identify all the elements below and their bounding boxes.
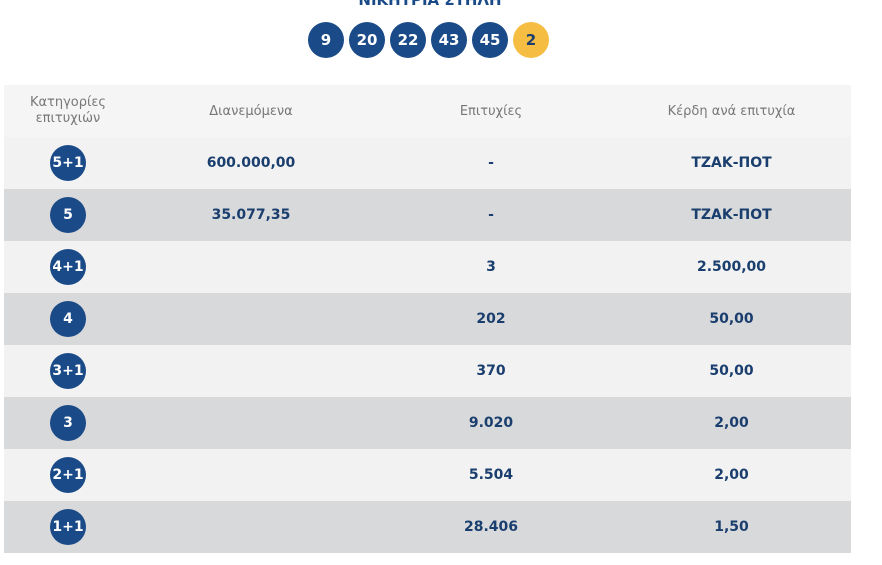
number-ball: 20: [349, 22, 385, 58]
category-badge: 4: [50, 301, 86, 337]
category-cell: 1+1: [4, 509, 132, 545]
distributed-cell: 600.000,00: [206, 155, 296, 171]
category-cell: 3+1: [4, 353, 132, 389]
category-cell: 3: [4, 405, 132, 441]
prize-cell: 50,00: [709, 363, 754, 379]
prize-cell: 2,00: [714, 415, 749, 431]
result-row: 5+1 600.000,00 - ΤΖΑΚ-ΠΟΤ: [4, 137, 851, 189]
header-row: Κατηγορίες επιτυχιών Διανεμόμενα Επιτυχίες…: [4, 85, 851, 137]
results-table: Κατηγορίες επιτυχιών Διανεμόμενα Επιτυχίες…: [4, 85, 851, 553]
winners-cell: -: [488, 207, 494, 223]
result-row: 3+1 370 50,00: [4, 345, 851, 397]
winners-cell: 202: [476, 311, 506, 327]
column-header: Κέρδη ανά επιτυχία: [667, 103, 796, 119]
result-row: 1+1 28.406 1,50: [4, 501, 851, 553]
result-row: 5 35.077,35 - ΤΖΑΚ-ΠΟΤ: [4, 189, 851, 241]
category-cell: 5: [4, 197, 132, 233]
category-badge: 3: [50, 405, 86, 441]
category-cell: 4+1: [4, 249, 132, 285]
column-header: Κατηγορίες επιτυχιών: [29, 95, 107, 126]
distributed-cell: 35.077,35: [211, 207, 291, 223]
result-row: 2+1 5.504 2,00: [4, 449, 851, 501]
category-badge: 5+1: [50, 145, 86, 181]
category-badge: 3+1: [50, 353, 86, 389]
result-row: 4 202 50,00: [4, 293, 851, 345]
prize-cell: 2,00: [714, 467, 749, 483]
prize-cell: ΤΖΑΚ-ΠΟΤ: [691, 155, 772, 171]
winners-cell: 5.504: [468, 467, 514, 483]
category-cell: 5+1: [4, 145, 132, 181]
category-cell: 2+1: [4, 457, 132, 493]
category-badge: 1+1: [50, 509, 86, 545]
winners-cell: 3: [486, 259, 496, 275]
number-ball: 43: [431, 22, 467, 58]
bonus-ball: 2: [513, 22, 549, 58]
prize-cell: 2.500,00: [696, 259, 767, 275]
winners-cell: 28.406: [463, 519, 519, 535]
prize-cell: 50,00: [709, 311, 754, 327]
category-badge: 4+1: [50, 249, 86, 285]
prize-cell: ΤΖΑΚ-ΠΟΤ: [691, 207, 772, 223]
column-header: Επιτυχίες: [459, 103, 523, 119]
result-row: 3 9.020 2,00: [4, 397, 851, 449]
winners-cell: 9.020: [468, 415, 514, 431]
prize-cell: 1,50: [714, 519, 749, 535]
balls: 9 20 22 43 45 2: [0, 22, 857, 58]
category-badge: 2+1: [50, 457, 86, 493]
result-row: 4+1 3 2.500,00: [4, 241, 851, 293]
winners-cell: -: [488, 155, 494, 171]
winning-title: ΝΙΚΗΤΡΙΑ ΣΤΗΛΗ: [358, 0, 502, 9]
number-ball: 45: [472, 22, 508, 58]
category-cell: 4: [4, 301, 132, 337]
winners-cell: 370: [476, 363, 506, 379]
column-header: Διανεμόμενα: [209, 103, 293, 119]
category-badge: 5: [50, 197, 86, 233]
number-ball: 9: [308, 22, 344, 58]
number-ball: 22: [390, 22, 426, 58]
